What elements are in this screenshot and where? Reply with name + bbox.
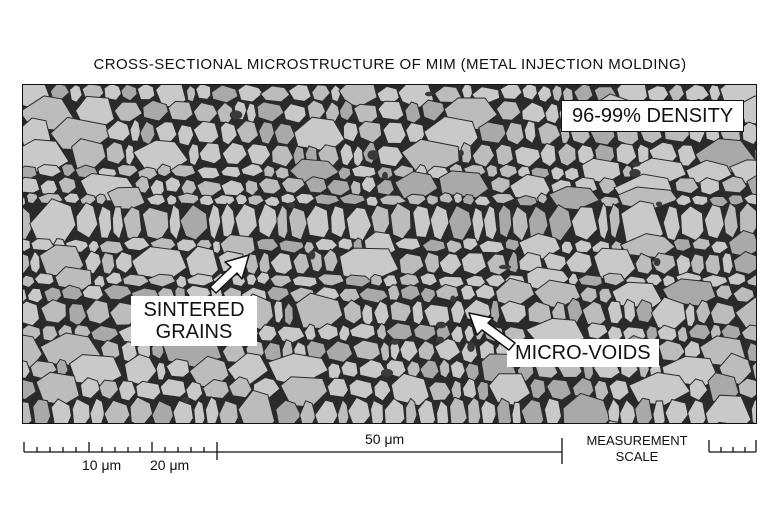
- microstructure-image: 96-99% DENSITY SINTERED GRAINS MICRO-VOI…: [22, 84, 757, 424]
- scale-caption: MEASUREMENT SCALE: [578, 433, 696, 465]
- grain-field: [23, 85, 756, 423]
- measurement-scale: 10 μm 20 μm 50 μm MEASUREMENT SCALE: [0, 430, 780, 490]
- annotation-arrows: [209, 254, 516, 351]
- scale-caption-line2: SCALE: [615, 449, 659, 464]
- sintered-arrow: [209, 254, 250, 294]
- diagram-title: CROSS-SECTIONAL MICROSTRUCTURE OF MIM (M…: [93, 56, 687, 73]
- scale-mark-10: 10 μm: [82, 457, 122, 473]
- sintered-grains-label: SINTERED GRAINS: [131, 296, 257, 346]
- sintered-label-line2: GRAINS: [155, 321, 233, 343]
- scale-mark-20: 20 μm: [150, 457, 190, 473]
- micro-voids-label: MICRO-VOIDS: [507, 339, 659, 367]
- sintered-label-line1: SINTERED: [143, 299, 245, 321]
- voids-arrow: [468, 312, 516, 351]
- scale-mark-50: 50 μm: [365, 431, 405, 447]
- density-label: 96-99% DENSITY: [561, 100, 745, 132]
- scale-caption-line1: MEASUREMENT: [586, 433, 688, 448]
- scale-bar: [23, 438, 757, 464]
